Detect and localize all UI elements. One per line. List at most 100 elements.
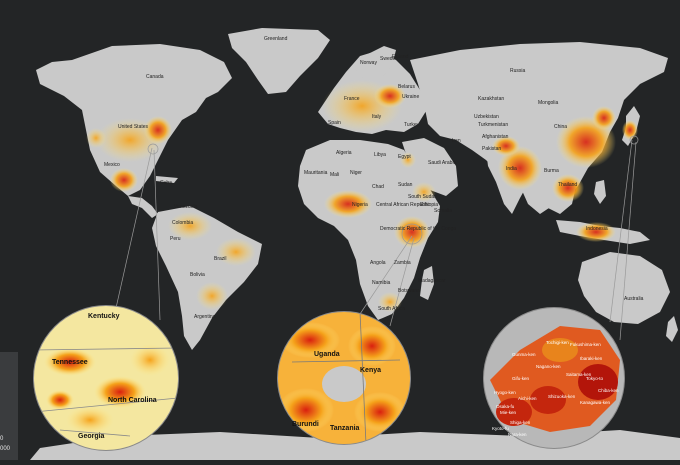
inset-usa: Kentucky Tennessee North Carolina Georgi… (33, 305, 179, 451)
country-label-13: Russia (510, 68, 526, 74)
inset-jp-label-14: Chiba-ken (598, 388, 619, 393)
country-label-31: Thailand (558, 182, 577, 188)
country-label-32: Indonesia (586, 226, 608, 232)
country-label-8: Brazil (214, 256, 227, 262)
country-label-38: Mauritania (304, 170, 328, 176)
greenland-shape (228, 28, 330, 94)
country-label-53: South Africa (378, 306, 405, 312)
new-zealand-shape (666, 316, 678, 342)
country-label-46: Nigeria (352, 202, 368, 208)
country-label-28: Pakistan (482, 146, 501, 152)
country-label-30: Burma (544, 168, 559, 174)
inset-usa-label-2: North Carolina (108, 397, 157, 404)
country-label-29: India (506, 166, 517, 172)
country-label-0: Greenland (264, 36, 288, 42)
country-labels: Greenland Canada United States Mexico Cuba Ve… (104, 36, 644, 320)
country-label-21: Kazakhstan (478, 96, 504, 102)
legend-value-1: 000 (0, 446, 11, 452)
inset-jp-label-0: Tochigi-ken (546, 340, 569, 345)
country-label-52: Botswana (398, 288, 420, 294)
inset-jp-label-13: Osaka-fu (496, 404, 515, 409)
country-label-47: Central African Republic (376, 202, 430, 208)
country-label-41: Chad (372, 184, 384, 190)
country-label-40: Niger (350, 170, 362, 176)
inset-jp-label-1: Fukushima-ken (570, 342, 601, 347)
scandinavia-shape (356, 46, 396, 84)
country-label-17: France (344, 96, 360, 102)
country-label-35: Libya (374, 152, 386, 158)
legend: 0 000 (0, 352, 18, 460)
inset-jp-label-17: Kanagawa-ken (580, 400, 611, 405)
country-label-11: Norway (360, 60, 377, 66)
country-label-6: Colombia (172, 220, 193, 226)
cuba-shape (156, 176, 178, 183)
country-label-2: United States (118, 124, 149, 130)
density-overlay (86, 80, 638, 312)
country-label-54: Madagascar (418, 278, 446, 284)
inset-jp-label-16: Saitama-ken (566, 372, 592, 377)
inset-usa-label-3: Georgia (78, 433, 105, 440)
country-label-26: China (554, 124, 567, 130)
country-label-43: South Sudan (408, 194, 437, 200)
asia-shape (410, 42, 668, 214)
country-label-39: Mali (330, 172, 339, 178)
inset-jp-label-10: Kyoto-fu (492, 426, 509, 431)
country-label-37: Saudi Arabia (428, 160, 457, 166)
country-label-23: Turkmenistan (478, 122, 508, 128)
inset-usa-label-1: Tennessee (52, 359, 88, 366)
inset-connectors (115, 135, 639, 341)
country-label-1: Canada (146, 74, 164, 80)
country-label-24: Afghanistan (482, 134, 509, 140)
country-label-20: Turkey (404, 122, 420, 128)
country-label-16: Ukraine (402, 94, 419, 100)
country-label-36: Egypt (398, 154, 411, 160)
inset-af-label-1: Kenya (360, 367, 381, 374)
country-label-48: Democratic Republic of the Congo (380, 226, 456, 232)
country-label-7: Peru (170, 236, 181, 242)
country-label-25: Mongolia (538, 100, 559, 106)
inset-jp-label-4: Nagano-ken (536, 364, 561, 369)
country-label-15: Belarus (398, 84, 415, 90)
country-label-14: Finland (392, 54, 409, 60)
country-label-12: Sweden (380, 56, 398, 62)
country-label-3: Mexico (104, 162, 120, 168)
inset-jp-label-6: Shizuoka-ken (548, 394, 576, 399)
inset-japan: Tochigi-ken Fukushima-ken Gunma-ken Ibaraki… (483, 307, 625, 449)
inset-jp-label-5: Gifu-ken (512, 376, 530, 381)
country-label-27: Iran (452, 138, 461, 144)
country-label-42: Sudan (398, 182, 413, 188)
country-label-9: Bolivia (190, 272, 205, 278)
country-label-51: Namibia (372, 280, 391, 286)
country-label-19: Italy (372, 114, 382, 120)
africa-shape (298, 140, 440, 320)
country-label-18: Spain (328, 120, 341, 126)
country-label-22: Uzbekistan (474, 114, 499, 120)
madagascar-shape (420, 266, 434, 300)
country-label-49: Angola (370, 260, 386, 266)
philippines-shape (594, 180, 606, 204)
arabia-shape (402, 138, 458, 196)
country-label-45: Somalia (434, 208, 452, 214)
country-label-10: Argentina (194, 314, 216, 320)
inset-af-label-2: Burundi (292, 421, 319, 428)
inset-jp-label-7: Aichi-ken (518, 396, 537, 401)
inset-jp-label-11: Nara-ken (508, 432, 527, 437)
inset-af-label-3: Tanzania (330, 425, 360, 432)
inset-jp-label-2: Gunma-ken (512, 352, 536, 357)
inset-jp-label-12: Hyogo-ken (494, 390, 516, 395)
inset-jp-label-15: Tokyo-to (586, 376, 604, 381)
country-label-4: Cuba (160, 180, 172, 186)
inset-jp-label-9: Shiga-ken (510, 420, 531, 425)
inset-usa-label-0: Kentucky (88, 313, 120, 320)
country-label-50: Zambia (394, 260, 411, 266)
country-label-33: Australia (624, 296, 644, 302)
country-label-34: Algeria (336, 150, 352, 156)
inset-east-africa: Uganda Kenya Burundi Tanzania (277, 311, 411, 445)
country-label-44: Ethiopia (420, 202, 438, 208)
legend-value-0: 0 (0, 436, 4, 442)
inset-japan-labels: Tochigi-ken Fukushima-ken Gunma-ken Ibaraki… (492, 340, 619, 437)
central-america-shape (128, 196, 158, 218)
inset-jp-label-8: Mie-ken (500, 410, 517, 415)
